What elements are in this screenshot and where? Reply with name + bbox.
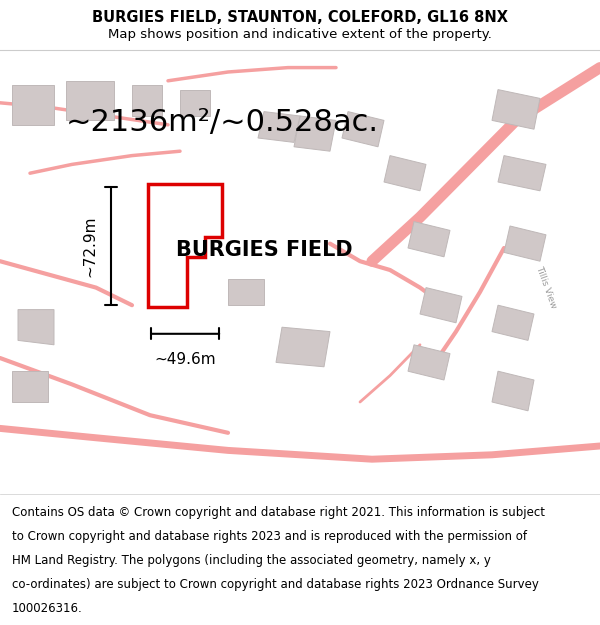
Polygon shape [498, 156, 546, 191]
Polygon shape [504, 226, 546, 261]
Text: BURGIES FIELD, STAUNTON, COLEFORD, GL16 8NX: BURGIES FIELD, STAUNTON, COLEFORD, GL16 … [92, 10, 508, 25]
Polygon shape [294, 116, 336, 151]
Text: HM Land Registry. The polygons (including the associated geometry, namely x, y: HM Land Registry. The polygons (includin… [12, 554, 491, 568]
Polygon shape [148, 184, 222, 308]
Text: to Crown copyright and database rights 2023 and is reproduced with the permissio: to Crown copyright and database rights 2… [12, 530, 527, 543]
Text: ~72.9m: ~72.9m [83, 215, 98, 276]
Text: Map shows position and indicative extent of the property.: Map shows position and indicative extent… [108, 28, 492, 41]
Polygon shape [492, 89, 540, 129]
Text: BURGIES FIELD: BURGIES FIELD [176, 240, 352, 260]
Polygon shape [12, 371, 48, 402]
Text: Tillis View: Tillis View [534, 265, 558, 310]
Polygon shape [342, 112, 384, 147]
Text: co-ordinates) are subject to Crown copyright and database rights 2023 Ordnance S: co-ordinates) are subject to Crown copyr… [12, 578, 539, 591]
Polygon shape [408, 345, 450, 380]
Polygon shape [132, 85, 162, 116]
Text: ~2136m²/~0.528ac.: ~2136m²/~0.528ac. [65, 108, 379, 137]
Polygon shape [276, 328, 330, 367]
Polygon shape [408, 222, 450, 257]
Text: Contains OS data © Crown copyright and database right 2021. This information is : Contains OS data © Crown copyright and d… [12, 506, 545, 519]
Polygon shape [180, 89, 210, 116]
Polygon shape [12, 85, 54, 125]
Polygon shape [492, 305, 534, 341]
Polygon shape [258, 112, 300, 142]
Polygon shape [492, 371, 534, 411]
Polygon shape [384, 156, 426, 191]
Polygon shape [66, 81, 114, 121]
Polygon shape [228, 279, 264, 305]
Polygon shape [18, 309, 54, 345]
Polygon shape [420, 288, 462, 322]
Text: ~49.6m: ~49.6m [154, 352, 216, 367]
Text: 100026316.: 100026316. [12, 602, 83, 616]
